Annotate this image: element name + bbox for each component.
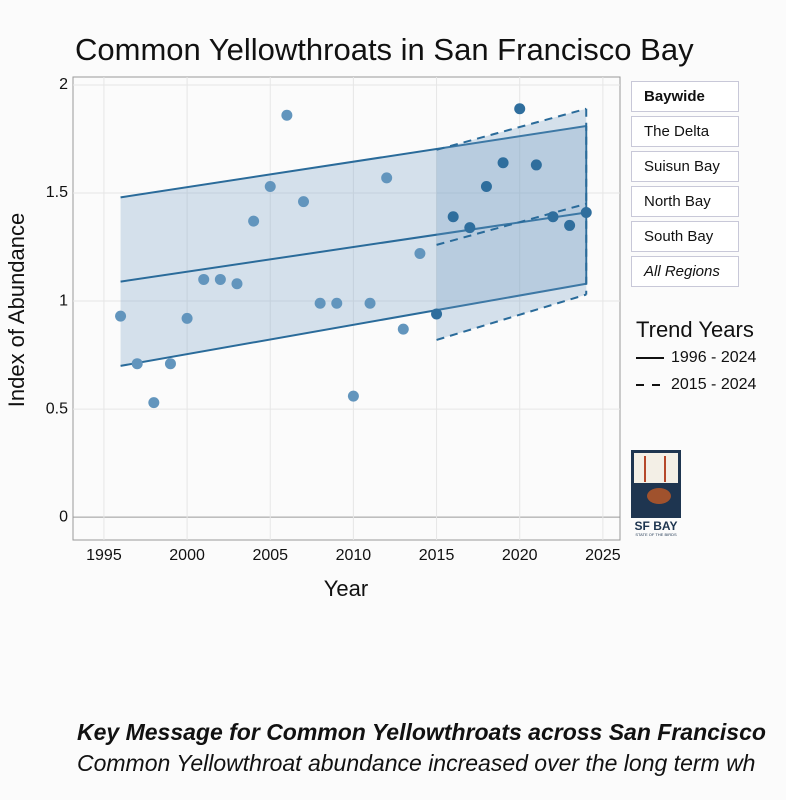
data-point — [264, 181, 276, 193]
data-point — [464, 222, 476, 234]
chart-title: Common Yellowthroats in San Francisco Ba… — [75, 32, 694, 67]
data-point — [480, 181, 492, 193]
data-point — [314, 297, 326, 309]
y-tick-label: 2 — [59, 76, 68, 93]
region-button[interactable]: All Regions — [631, 256, 739, 287]
logo: SF BAY STATE OF THE BIRDS — [631, 450, 681, 537]
legend-label: 2015 - 2024 — [671, 376, 757, 393]
x-tick-label: 2020 — [502, 547, 538, 564]
key-message-text: Common Yellowthroat abundance increased … — [77, 750, 756, 776]
data-point — [281, 109, 293, 121]
logo-subtitle: STATE OF THE BIRDS — [635, 532, 677, 537]
data-point — [248, 215, 260, 227]
data-point — [447, 211, 459, 223]
data-point — [381, 172, 393, 184]
data-point — [347, 390, 359, 402]
legend-title: Trend Years — [636, 317, 754, 342]
legend-label: 1996 - 2024 — [671, 349, 757, 366]
data-point — [580, 206, 592, 218]
y-axis-label: Index of Abundance — [4, 213, 29, 408]
grid — [73, 77, 620, 540]
region-button[interactable]: Suisun Bay — [631, 151, 739, 182]
data-point — [148, 397, 160, 409]
data-point — [214, 273, 226, 285]
logo-sky — [634, 453, 678, 483]
logo-bird — [647, 488, 671, 504]
x-tick-label: 2005 — [252, 547, 288, 564]
data-point — [431, 308, 443, 320]
trend-line — [120, 211, 587, 283]
x-axis-label: Year — [324, 576, 368, 601]
data-point — [298, 196, 310, 208]
data-point — [181, 312, 193, 324]
key-message-title: Key Message for Common Yellowthroats acr… — [77, 719, 766, 745]
x-tick-label: 1995 — [86, 547, 122, 564]
data-point — [564, 219, 576, 231]
trend-line — [120, 282, 587, 367]
y-tick-label: 0 — [59, 508, 68, 525]
trend-line — [436, 107, 587, 151]
y-tick-label: 1.5 — [46, 184, 68, 201]
trend-line — [436, 202, 587, 246]
data-point — [231, 278, 243, 290]
x-tick-label: 2010 — [336, 547, 372, 564]
logo-title: SF BAY — [635, 519, 678, 533]
data-point — [414, 248, 426, 260]
x-tick-label: 2015 — [419, 547, 455, 564]
x-tick-label: 2025 — [585, 547, 621, 564]
data-point — [331, 297, 343, 309]
trend-band — [120, 126, 587, 366]
region-button[interactable]: North Bay — [631, 186, 739, 217]
data-point — [131, 358, 143, 370]
region-button[interactable]: South Bay — [631, 221, 739, 252]
trend-line — [120, 125, 587, 199]
trend-line — [436, 293, 587, 341]
data-point — [164, 358, 176, 370]
y-tick-label: 0.5 — [46, 400, 68, 417]
plot-frame — [72, 76, 621, 541]
x-tick-label: 2000 — [169, 547, 205, 564]
data-point — [497, 157, 509, 169]
data-point — [198, 273, 210, 285]
data-point — [547, 211, 559, 223]
region-button[interactable]: Baywide — [631, 81, 739, 112]
data-point — [530, 159, 542, 171]
data-point — [364, 297, 376, 309]
y-tick-label: 1 — [59, 292, 68, 309]
data-point — [514, 103, 526, 115]
region-button[interactable]: The Delta — [631, 116, 739, 147]
data-point — [115, 310, 127, 322]
data-point — [397, 323, 409, 335]
